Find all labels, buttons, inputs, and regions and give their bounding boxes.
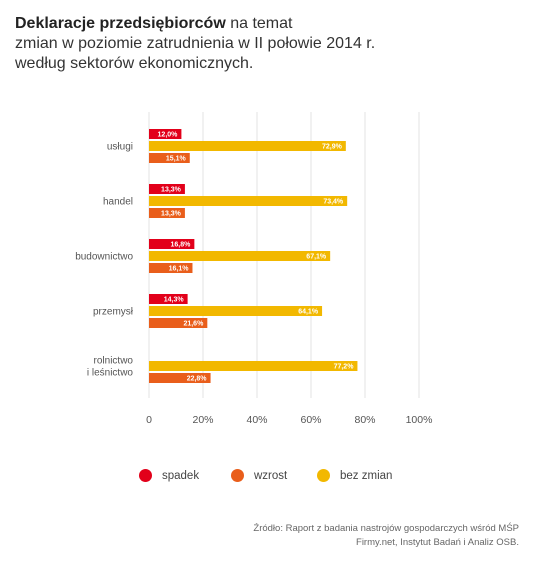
chart-title-bold: Deklaracje przedsiębiorców: [15, 15, 226, 32]
bar-value-label: 72,9%: [322, 143, 343, 150]
legend-label-spadek: spadek: [162, 469, 200, 482]
x-tick-label: 40%: [246, 414, 267, 426]
bar-spadek: [149, 239, 195, 249]
bar-wzrost: [149, 263, 193, 273]
bar-spadek: [149, 129, 182, 139]
bar-value-label: 77,2%: [334, 363, 355, 370]
bar-wzrost: [149, 318, 208, 328]
bar-spadek: [149, 294, 188, 304]
category-label: i leśnictwo: [87, 368, 134, 379]
category-label: przemysł: [93, 307, 134, 318]
source-line-1: Źródło: Raport z badania nastrojów gospo…: [253, 523, 519, 534]
legend-swatch-wzrost: [231, 469, 244, 482]
bar-value-label: 13,3%: [161, 210, 182, 217]
bar-wzrost: [149, 373, 211, 383]
bar-wzrost: [149, 153, 190, 163]
category-label: handel: [103, 197, 133, 208]
bar-chart: 0 20% 40% 60% 80% 100% usługi 12,0% 72,9% 15,1% ha…: [75, 112, 433, 426]
source-note: Źródło: Raport z badania nastrojów gospo…: [253, 522, 519, 550]
bar-value-label: 15,1%: [166, 155, 187, 162]
chart-title-rest: na temat: [225, 15, 293, 32]
legend-label-bez-zmian: bez zmian: [340, 469, 393, 482]
x-tick-label: 80%: [354, 414, 375, 426]
legend-item-wzrost: wzrost: [231, 469, 287, 482]
bar-bez-zmian: [149, 141, 346, 151]
legend-swatch-bez-zmian: [317, 469, 330, 482]
x-tick-label: 60%: [300, 414, 321, 426]
bar-bez-zmian: [149, 306, 323, 316]
legend-label-wzrost: wzrost: [254, 469, 288, 482]
x-tick-label: 20%: [192, 414, 213, 426]
bar-value-label: 64,1%: [298, 308, 319, 315]
bar-value-label: 12,0%: [158, 131, 179, 138]
bar-value-label: 67,1%: [306, 253, 327, 260]
category-label: usługi: [107, 142, 133, 153]
x-tick-label: 0: [146, 414, 152, 426]
category-label: budownictwo: [75, 252, 133, 263]
bar-value-label: 14,3%: [164, 296, 185, 303]
chart-title: Deklaracje przedsiębiorców na temat zmia…: [15, 14, 515, 74]
bar-spadek: [149, 184, 185, 194]
legend-item-bez-zmian: bez zmian: [317, 469, 392, 482]
chart-title-line2: zmian w poziomie zatrudnienia w II połow…: [15, 35, 376, 52]
bar-bez-zmian: [149, 361, 358, 371]
source-line-2: Firmy.net, Instytut Badań i Analiz OSB.: [356, 537, 519, 548]
bar-bez-zmian: [149, 196, 348, 206]
legend-swatch-spadek: [139, 469, 152, 482]
legend: spadek wzrost bez zmian: [0, 469, 533, 489]
bar-bez-zmian: [149, 251, 331, 261]
bar-wzrost: [149, 208, 185, 218]
bar-value-label: 22,8%: [187, 375, 208, 382]
bar-value-label: 16,8%: [171, 241, 192, 248]
category-label: rolnictwo: [94, 356, 134, 367]
bar-value-label: 73,4%: [323, 198, 344, 205]
x-tick-label: 100%: [406, 414, 433, 426]
bar-value-label: 21,6%: [183, 320, 204, 327]
bar-value-label: 16,1%: [169, 265, 190, 272]
bar-value-label: 13,3%: [161, 186, 182, 193]
legend-item-spadek: spadek: [139, 469, 199, 482]
chart-title-line3: według sektorów ekonomicznych.: [15, 55, 254, 72]
